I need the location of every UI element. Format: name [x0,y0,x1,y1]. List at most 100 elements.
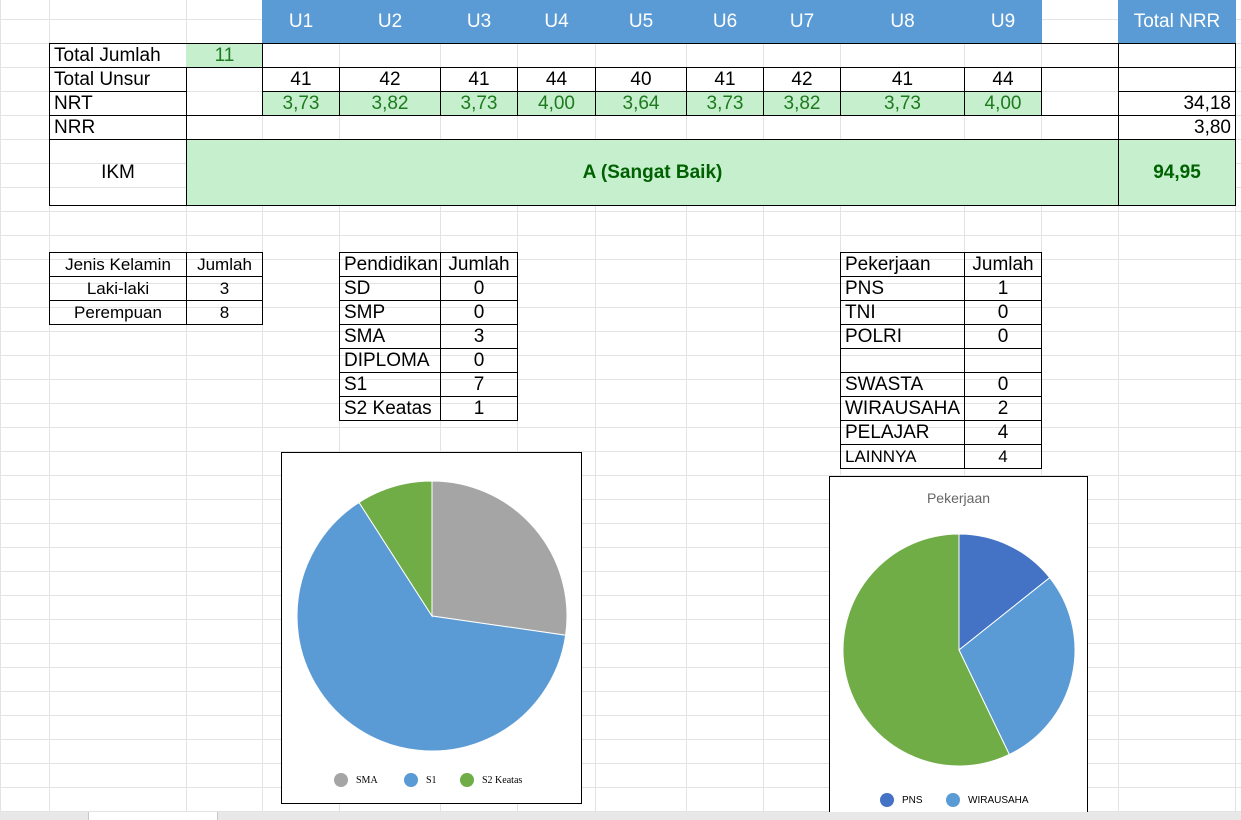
gender-row-label[interactable]: Laki-laki [49,276,187,301]
occupation-row-label[interactable]: POLRI [840,324,965,349]
total-unsur-u6[interactable]: 41 [686,67,764,92]
education-row-count[interactable]: 0 [440,276,518,301]
header-u9[interactable]: U9 [964,0,1042,43]
horizontal-scrollbar[interactable] [0,812,1241,820]
education-row-label[interactable]: SD [339,276,441,301]
education-row-label[interactable]: SMA [339,324,441,349]
total-jumlah-value[interactable]: 11 [186,43,263,68]
occupation-row-count[interactable]: 0 [964,300,1042,325]
total-unsur-u7[interactable]: 42 [763,67,841,92]
nrt-label[interactable]: NRT [49,91,187,116]
ikm-label[interactable]: IKM [49,139,187,206]
nrt-u3[interactable]: 3,73 [440,91,518,116]
total-unsur-u2[interactable]: 42 [339,67,441,92]
pie-slice-pns[interactable] [958,533,1051,652]
ikm-value[interactable]: 94,95 [1118,139,1236,206]
total-unsur-u1[interactable]: 41 [262,67,340,92]
education-header-label[interactable]: Pendidikan [339,252,441,277]
total-unsur-label[interactable]: Total Unsur [49,67,187,92]
education-row-count[interactable]: 7 [440,372,518,397]
total-unsur-u5[interactable]: 40 [595,67,687,92]
header-u7[interactable]: U7 [763,0,841,43]
education-row-count[interactable]: 0 [440,300,518,325]
education-row-label[interactable]: DIPLOMA [339,348,441,373]
occupation-row-label[interactable]: PELAJAR [840,420,965,445]
occupation-row-count[interactable]: 1 [964,276,1042,301]
header-u5[interactable]: U5 [595,0,687,43]
occupation-pie-chart[interactable]: Pekerjaan PNS WIRAUSAHA [829,476,1088,812]
occupation-row-label[interactable]: WIRAUSAHA [840,396,965,421]
pie-slice-lainnya[interactable] [842,533,1010,767]
nrr-total[interactable]: 3,80 [1118,115,1236,140]
nrr-label[interactable]: NRR [49,115,187,140]
header-u8[interactable]: U8 [840,0,965,43]
legend-item-s1[interactable]: S1 [404,773,437,787]
education-row-count[interactable]: 1 [440,396,518,421]
occupation-row-label[interactable] [840,348,965,373]
gender-header-count[interactable]: Jumlah [186,252,263,277]
total-unsur-u9[interactable]: 44 [964,67,1042,92]
label-spacer-cell[interactable] [186,67,263,116]
occupation-pie-svg [842,533,1076,767]
header-u3[interactable]: U3 [440,0,518,43]
legend-swatch [946,793,960,807]
total-unsur-u4[interactable]: 44 [517,67,596,92]
nrt-u2[interactable]: 3,82 [339,91,441,116]
pie-slice-wirausaha[interactable] [958,576,1076,756]
nrt-u6[interactable]: 3,73 [686,91,764,116]
occupation-row-label[interactable]: SWASTA [840,372,965,397]
education-row-label[interactable]: S1 [339,372,441,397]
occupation-row-label[interactable]: PNS [840,276,965,301]
occupation-row-count[interactable]: 0 [964,324,1042,349]
occupation-row-count[interactable]: 2 [964,396,1042,421]
pie-slice-sma[interactable] [431,480,568,636]
occupation-header-label[interactable]: Pekerjaan [840,252,965,277]
total-unsur-nrr-empty[interactable] [1118,67,1236,92]
header-u6[interactable]: U6 [686,0,764,43]
nrr-empty[interactable] [186,115,1119,140]
header-u2[interactable]: U2 [339,0,441,43]
nrt-gap-cell[interactable] [1041,91,1119,116]
total-unsur-u8[interactable]: 41 [840,67,965,92]
nrt-u1[interactable]: 3,73 [262,91,340,116]
gender-header-label[interactable]: Jenis Kelamin [49,252,187,277]
header-total-nrr[interactable]: Total NRR [1118,0,1236,43]
gender-row-count[interactable]: 3 [186,276,263,301]
occupation-row-count[interactable]: 4 [964,420,1042,445]
header-u4[interactable]: U4 [517,0,596,43]
total-jumlah-label[interactable]: Total Jumlah [49,43,187,68]
total-jumlah-nrr-empty[interactable] [1118,43,1236,68]
nrt-u5[interactable]: 3,64 [595,91,687,116]
legend-item-pns[interactable]: PNS [880,793,923,807]
education-header-count[interactable]: Jumlah [440,252,518,277]
pie-slice-s1[interactable] [296,501,567,752]
occupation-row-label[interactable]: LAINNYA [840,444,965,469]
education-row-count[interactable]: 0 [440,348,518,373]
gender-row-label[interactable]: Perempuan [49,300,187,325]
total-unsur-u3[interactable]: 41 [440,67,518,92]
total-jumlah-empty[interactable] [262,43,1119,68]
education-row-label[interactable]: S2 Keatas [339,396,441,421]
occupation-row-label[interactable]: TNI [840,300,965,325]
pie-slice-s2-keatas[interactable] [358,480,433,618]
education-pie-chart[interactable]: SMA S1 S2 Keatas [281,452,582,804]
ikm-grade[interactable]: A (Sangat Baik) [186,139,1119,206]
sheet-tab[interactable] [88,812,218,820]
occupation-row-count[interactable] [964,348,1042,373]
legend-swatch [404,773,418,787]
education-row-count[interactable]: 3 [440,324,518,349]
gender-row-count[interactable]: 8 [186,300,263,325]
occupation-row-count[interactable]: 0 [964,372,1042,397]
nrt-total[interactable]: 34,18 [1118,91,1236,116]
legend-item-wirausaha[interactable]: WIRAUSAHA [946,793,1029,807]
nrt-u4[interactable]: 4,00 [517,91,596,116]
legend-item-s2-keatas[interactable]: S2 Keatas [460,773,522,787]
nrt-u9[interactable]: 4,00 [964,91,1042,116]
occupation-row-count[interactable]: 4 [964,444,1042,469]
nrt-u7[interactable]: 3,82 [763,91,841,116]
occupation-header-count[interactable]: Jumlah [964,252,1042,277]
nrt-u8[interactable]: 3,73 [840,91,965,116]
header-u1[interactable]: U1 [262,0,340,43]
legend-item-sma[interactable]: SMA [334,773,378,787]
education-row-label[interactable]: SMP [339,300,441,325]
